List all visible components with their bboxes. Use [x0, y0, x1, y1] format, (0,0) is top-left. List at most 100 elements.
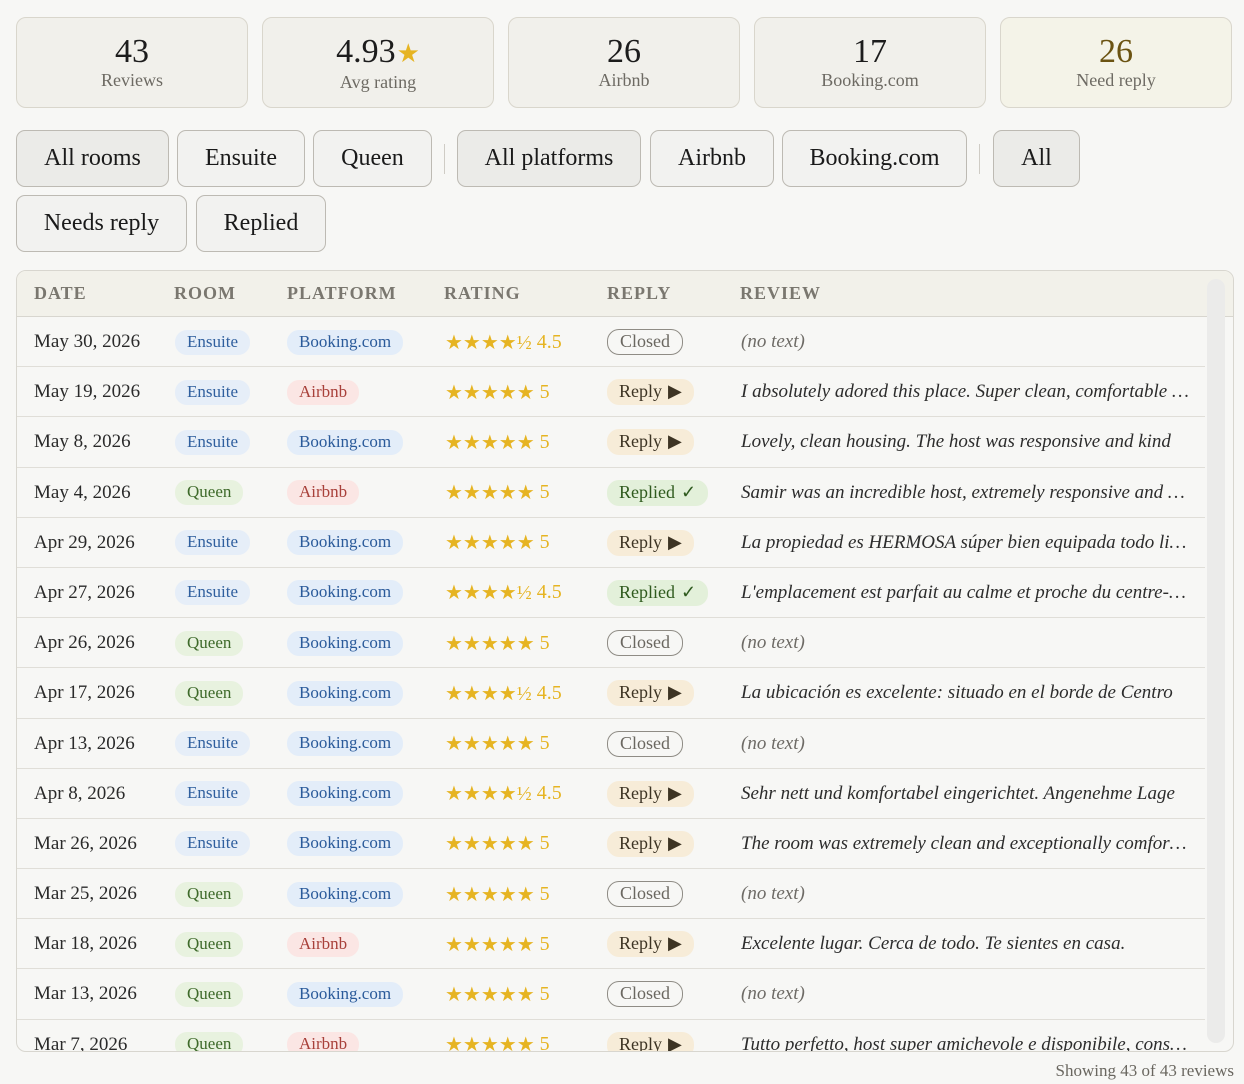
- table-row[interactable]: Mar 13, 2026 Queen Booking.com ★★★★★ 5 Close…: [17, 969, 1205, 1020]
- star-rating-icon: ★★★★★: [445, 883, 535, 906]
- rating-value: 5: [539, 732, 550, 754]
- filter-divider: [444, 144, 445, 174]
- room-badge: Queen: [175, 931, 244, 957]
- reply-status-reply[interactable]: Reply ▶: [607, 680, 694, 707]
- rating-value: 4.5: [536, 581, 562, 604]
- review-text[interactable]: The room was extremely clean and excepti…: [741, 832, 1189, 854]
- reply-status-reply[interactable]: Reply ▶: [607, 1031, 694, 1051]
- rating: ★★★★½ 4.5: [445, 568, 562, 618]
- room-badge: Queen: [175, 630, 244, 656]
- reply-status-reply[interactable]: Reply ▶: [607, 780, 694, 807]
- col-platform[interactable]: PLATFORM: [287, 283, 397, 303]
- reply-status-reply[interactable]: Reply ▶: [607, 830, 694, 857]
- rating: ★★★★½ 4.5: [445, 769, 562, 819]
- reply-status-reply[interactable]: Reply ▶: [607, 529, 694, 556]
- rating-value: 4.5: [536, 330, 562, 353]
- col-review[interactable]: REVIEW: [740, 283, 822, 303]
- reply-status-reply[interactable]: Reply ▶: [607, 931, 694, 958]
- rating-value: 5: [539, 380, 550, 403]
- review-text[interactable]: L'emplacement est parfait au calme et pr…: [741, 581, 1189, 603]
- stat-label: Booking.com: [821, 70, 919, 90]
- col-rating[interactable]: RATING: [444, 283, 521, 303]
- review-text[interactable]: (no text): [741, 331, 805, 352]
- table-row[interactable]: Mar 7, 2026 Queen Airbnb ★★★★★ 5 Reply ▶ Tutto…: [17, 1020, 1205, 1052]
- stat-label: Reviews: [101, 70, 163, 90]
- results-count: Showing 43 of 43 reviews: [1055, 1061, 1234, 1080]
- filter-platform-booking[interactable]: Booking.com: [782, 130, 967, 187]
- room-badge: Queen: [175, 680, 244, 706]
- filter-reply-all[interactable]: All: [993, 130, 1080, 187]
- review-text[interactable]: La ubicación es excelente: situado en el…: [741, 682, 1173, 704]
- review-text[interactable]: (no text): [741, 983, 805, 1005]
- star-rating-icon: ★★★★½: [445, 331, 532, 354]
- review-text[interactable]: Tutto perfetto, host super amichevole e …: [741, 1033, 1189, 1052]
- check-icon: ✓: [681, 581, 697, 602]
- review-text[interactable]: (no text): [741, 732, 805, 754]
- review-text[interactable]: I absolutely adored this place. Super cl…: [741, 381, 1189, 403]
- review-text[interactable]: Sehr nett und komfortabel eingerichtet. …: [741, 782, 1175, 804]
- room-badge: Queen: [175, 981, 244, 1007]
- reply-status-replied: Replied ✓: [607, 479, 709, 506]
- table-row[interactable]: Apr 17, 2026 Queen Booking.com ★★★★½ 4.5 Rep…: [17, 668, 1205, 719]
- table-row[interactable]: Apr 13, 2026 Ensuite Booking.com ★★★★★ 5 Clo…: [17, 719, 1205, 769]
- filter-room-ensuite[interactable]: Ensuite: [177, 130, 305, 187]
- stat-label: Avg rating: [339, 72, 417, 92]
- rating: ★★★★★ 5: [445, 869, 550, 919]
- filter-all-rooms[interactable]: All rooms: [16, 130, 169, 187]
- filter-needs-reply[interactable]: Needs reply: [16, 195, 187, 252]
- room-badge: Ensuite: [175, 831, 250, 857]
- review-date: Mar 26, 2026: [34, 832, 137, 854]
- play-icon: ▶: [668, 782, 682, 803]
- table-row[interactable]: Mar 26, 2026 Ensuite Booking.com ★★★★★ 5 Rep…: [17, 819, 1205, 870]
- review-date: Apr 27, 2026: [34, 581, 135, 603]
- rating: ★★★★½ 4.5: [445, 317, 562, 367]
- table-row[interactable]: Apr 8, 2026 Ensuite Booking.com ★★★★½ 4.5 Re…: [17, 769, 1205, 819]
- stat-value: 26: [607, 33, 641, 70]
- play-icon: ▶: [668, 682, 682, 703]
- review-text[interactable]: Samir was an incredible host, extremely …: [741, 481, 1189, 503]
- reply-status-closed: Closed: [607, 630, 684, 657]
- rating: ★★★★★ 5: [445, 969, 550, 1019]
- platform-badge: Booking.com: [287, 580, 404, 606]
- rating: ★★★★★ 5: [445, 468, 550, 518]
- filter-replied[interactable]: Replied: [196, 195, 326, 252]
- review-text[interactable]: Excelente lugar. Cerca de todo. Te sient…: [741, 933, 1126, 955]
- table-row[interactable]: Mar 25, 2026 Queen Booking.com ★★★★★ 5 Close…: [17, 869, 1205, 920]
- review-text[interactable]: (no text): [741, 883, 805, 905]
- platform-badge: Booking.com: [287, 530, 404, 556]
- col-room[interactable]: ROOM: [174, 283, 236, 303]
- review-text[interactable]: (no text): [741, 632, 805, 654]
- table-row[interactable]: Apr 26, 2026 Queen Booking.com ★★★★★ 5 Close…: [17, 618, 1205, 669]
- col-date[interactable]: DATE: [34, 283, 87, 303]
- reply-status-closed: Closed: [607, 730, 684, 757]
- stat-value: 4.93: [336, 33, 396, 70]
- rating-value: 5: [539, 430, 550, 453]
- table-row[interactable]: Apr 29, 2026 Ensuite Booking.com ★★★★★ 5 Rep…: [17, 518, 1205, 568]
- filter-room-queen[interactable]: Queen: [313, 130, 432, 187]
- table-row[interactable]: May 8, 2026 Ensuite Booking.com ★★★★★ 5 Repl…: [17, 417, 1205, 468]
- table-row[interactable]: May 30, 2026 Ensuite Booking.com ★★★★½ 4.5 C…: [17, 317, 1205, 368]
- filter-all-platforms[interactable]: All platforms: [457, 130, 641, 187]
- star-rating-icon: ★★★★★: [445, 532, 535, 555]
- review-text[interactable]: La propiedad es HERMOSA súper bien equip…: [741, 531, 1189, 553]
- table-header: DATE ROOM PLATFORM RATING REPLY REVIEW: [17, 271, 1233, 317]
- review-date: May 19, 2026: [34, 381, 141, 403]
- reply-status-reply[interactable]: Reply ▶: [607, 379, 694, 406]
- platform-badge: Booking.com: [287, 680, 404, 706]
- rating: ★★★★★ 5: [445, 367, 550, 417]
- table-row[interactable]: May 19, 2026 Ensuite Airbnb ★★★★★ 5 Reply ▶ I …: [17, 367, 1205, 418]
- rating-value: 5: [539, 982, 550, 1005]
- table-row[interactable]: Mar 18, 2026 Queen Airbnb ★★★★★ 5 Reply ▶ Exce…: [17, 919, 1205, 970]
- table-row[interactable]: May 4, 2026 Queen Airbnb ★★★★★ 5 Replied ✓ Sam…: [17, 468, 1205, 518]
- filter-platform-airbnb[interactable]: Airbnb: [650, 130, 774, 187]
- review-date: Mar 25, 2026: [34, 883, 137, 905]
- review-date: Apr 29, 2026: [34, 531, 135, 553]
- review-text[interactable]: Lovely, clean housing. The host was resp…: [741, 431, 1171, 453]
- stat-value: 43: [115, 33, 149, 70]
- filter-divider: [979, 144, 980, 174]
- scrollbar[interactable]: [1207, 279, 1225, 1043]
- table-row[interactable]: Apr 27, 2026 Ensuite Booking.com ★★★★½ 4.5 R…: [17, 568, 1205, 619]
- play-icon: ▶: [668, 832, 682, 853]
- col-reply[interactable]: REPLY: [607, 283, 672, 303]
- reply-status-reply[interactable]: Reply ▶: [607, 429, 694, 456]
